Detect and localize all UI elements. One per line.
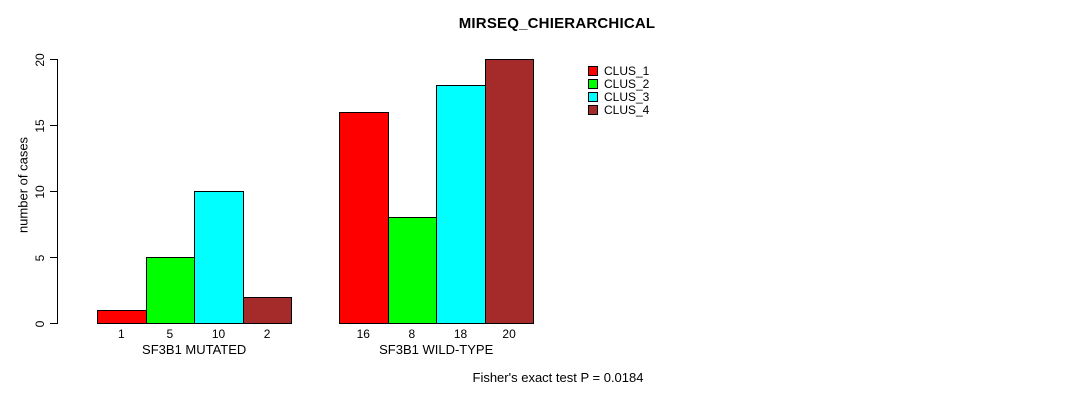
y-axis-tick — [50, 191, 57, 192]
bar-value-label: 5 — [166, 327, 174, 341]
y-axis-tick-label: 15 — [33, 118, 47, 133]
footnote-text: Fisher's exact test P = 0.0184 — [472, 370, 644, 385]
legend-swatch-icon — [588, 92, 598, 102]
bar-clus_4-group1 — [242, 296, 293, 324]
y-axis-tick — [50, 59, 57, 60]
y-axis-tick — [50, 323, 57, 324]
y-axis-tick-label: 0 — [33, 320, 47, 327]
bar-clus_2-group1 — [145, 257, 196, 324]
bar-clus_1-group1 — [97, 309, 147, 324]
legend-label: CLUS_4 — [604, 103, 650, 117]
bar-clus_3-group2 — [436, 85, 486, 324]
legend-label: CLUS_1 — [604, 64, 650, 78]
bar-clus_4-group2 — [484, 59, 535, 324]
bar-clus_3-group1 — [194, 191, 244, 324]
legend: CLUS_1 CLUS_2 CLUS_3 CLUS_4 — [588, 64, 650, 118]
legend-item-clus_4: CLUS_4 — [588, 103, 650, 117]
legend-label: CLUS_2 — [604, 77, 650, 91]
bar-value-label: 1 — [117, 327, 125, 341]
y-axis-line — [57, 59, 58, 324]
y-axis-tick-label: 20 — [33, 52, 47, 67]
bar-clus_1-group2 — [339, 111, 389, 324]
y-axis-tick — [50, 125, 57, 126]
legend-swatch-icon — [588, 79, 598, 89]
x-axis-category-label: SF3B1 MUTATED — [142, 342, 247, 357]
bar-value-label: 18 — [453, 327, 468, 341]
legend-item-clus_1: CLUS_1 — [588, 64, 650, 78]
legend-label: CLUS_3 — [604, 90, 650, 104]
bar-value-label: 8 — [408, 327, 416, 341]
y-axis-tick-label: 5 — [33, 254, 47, 261]
bar-clus_2-group2 — [387, 217, 438, 324]
bar-value-label: 20 — [502, 327, 516, 341]
bar-value-label: 10 — [211, 327, 226, 341]
x-axis-category-label: SF3B1 WILD-TYPE — [379, 342, 494, 357]
chart-title: MIRSEQ_CHIERARCHICAL — [458, 15, 656, 32]
y-axis-tick — [50, 257, 57, 258]
legend-item-clus_3: CLUS_3 — [588, 90, 650, 104]
y-axis-label: number of cases — [15, 136, 31, 234]
legend-swatch-icon — [588, 66, 598, 76]
bar-value-label: 16 — [356, 327, 370, 341]
legend-swatch-icon — [588, 105, 598, 115]
bar-value-label: 2 — [263, 327, 271, 341]
legend-item-clus_2: CLUS_2 — [588, 77, 650, 91]
y-axis-tick-label: 10 — [33, 184, 47, 199]
